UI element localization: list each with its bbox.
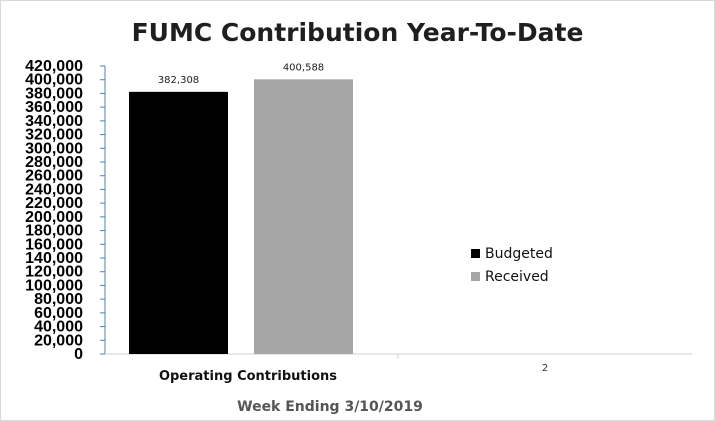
- y-tick-label: 280,000: [25, 154, 83, 171]
- data-label-received: 400,588: [283, 62, 324, 73]
- y-tick-label: 320,000: [25, 127, 83, 144]
- y-tick-label: 0: [74, 346, 83, 363]
- category-label-2: 2: [542, 363, 548, 374]
- legend-swatch-budgeted: [471, 249, 480, 258]
- y-tick-label: 100,000: [25, 277, 83, 294]
- category-label-operating: Operating Contributions: [159, 369, 337, 384]
- y-tick-label: 80,000: [34, 291, 83, 308]
- y-tick-label: 20,000: [34, 332, 83, 349]
- y-tick-label: 40,000: [34, 319, 83, 336]
- chart-title: FUMC Contribution Year-To-Date: [131, 18, 584, 47]
- y-tick-label: 360,000: [25, 99, 83, 116]
- bar-budgeted: [129, 91, 228, 354]
- legend-swatch-received: [471, 272, 480, 281]
- y-tick-label: 380,000: [25, 85, 83, 102]
- y-tick-label: 200,000: [25, 209, 83, 226]
- y-tick-label: 400,000: [25, 72, 83, 89]
- y-tick-label: 220,000: [25, 195, 83, 212]
- legend-label-received: Received: [485, 269, 549, 285]
- legend-label-budgeted: Budgeted: [485, 246, 553, 262]
- data-label-budgeted: 382,308: [158, 75, 199, 86]
- y-tick-label: 160,000: [25, 236, 83, 253]
- y-tick-label: 420,000: [25, 58, 83, 75]
- legend: Budgeted Received: [471, 246, 553, 285]
- y-tick-label: 120,000: [25, 264, 83, 281]
- y-tick-label: 300,000: [25, 140, 83, 157]
- y-tick-label: 340,000: [25, 113, 83, 130]
- y-tick-label: 240,000: [25, 181, 83, 198]
- bars-group: [129, 79, 353, 354]
- bar-received: [254, 79, 353, 354]
- data-labels-group: 382,308 400,588: [158, 62, 324, 86]
- y-tick-label: 180,000: [25, 223, 83, 240]
- y-tick-label: 140,000: [25, 250, 83, 267]
- x-axis-label: Week Ending 3/10/2019: [237, 399, 423, 415]
- y-tick-label: 260,000: [25, 168, 83, 185]
- y-axis-ticks: 020,00040,00060,00080,000100,000120,0001…: [25, 58, 105, 363]
- y-tick-label: 60,000: [34, 305, 83, 322]
